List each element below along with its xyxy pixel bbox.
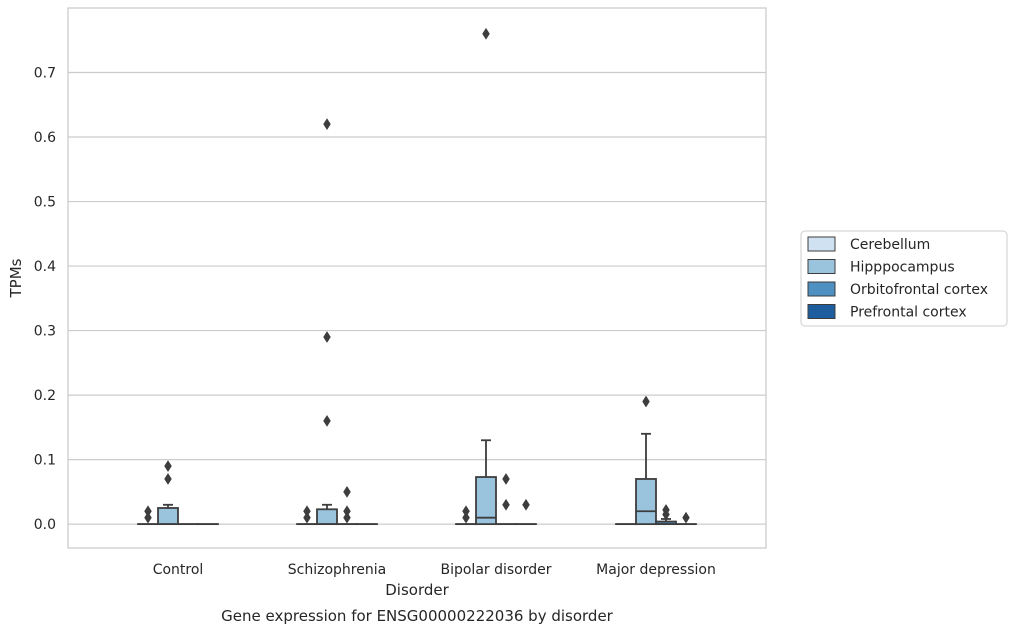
outlier-point [164,460,172,473]
x-tick-labels: Control Schizophrenia Bipolar disorder Majo… [153,562,716,578]
outlier-point [303,505,311,518]
box [475,476,497,526]
y-tick-label: 0.3 [34,324,56,340]
plot-frame [67,7,767,549]
outlier-point [164,473,172,485]
legend-swatch [807,281,836,297]
y-tick-label: 0.6 [34,130,56,146]
box [635,478,657,526]
box [157,507,179,526]
legend-frame [800,230,1008,327]
outlier-point [323,118,331,131]
outlier-point [144,511,152,524]
x-tick-label: Schizophrenia [288,562,386,578]
box [316,508,338,526]
legend-label: Hipppocampus [850,260,955,276]
outlier-point [502,498,510,511]
legend-swatch [807,236,836,252]
outlier-point [323,414,331,427]
legend-swatch [807,259,836,274]
legend-swatch [807,304,836,319]
series-orbitofrontal-cortex [177,473,677,526]
y-tick-label: 0.1 [34,453,56,469]
outlier-point [502,473,510,485]
box-plot-marks [137,27,697,526]
outlier-point [343,485,351,498]
y-tick-labels: 0.0 0.1 0.2 0.3 0.4 0.5 0.6 0.7 [34,66,56,534]
outlier-point [642,395,650,408]
y-axis-title: TPMs [7,258,25,298]
outlier-point [462,505,470,518]
grid-lines [68,71,766,525]
y-tick-label: 0.2 [34,388,56,404]
outlier-point [303,511,311,524]
figure-caption: Gene expression for ENSG00000222036 by d… [221,607,614,625]
y-tick-label: 0.0 [34,517,56,533]
outlier-point [343,511,351,524]
y-tick-label: 0.7 [34,66,56,82]
legend-label: Orbitofrontal cortex [850,282,988,298]
x-tick-label: Major depression [596,562,716,578]
outlier-point [662,503,670,516]
series-cerebellum [137,505,637,526]
x-axis-title: Disorder [385,581,449,599]
outlier-point [522,498,530,511]
y-tick-label: 0.4 [34,259,56,275]
y-tick-label: 0.5 [34,195,56,211]
x-tick-label: Bipolar disorder [440,562,551,578]
series-prefrontal-cortex [197,498,697,526]
outlier-point [343,505,351,518]
legend-label: Prefrontal cortex [850,305,967,321]
outlier-point [482,27,490,40]
x-tick-label: Control [153,562,204,578]
legend: Cerebellum Hipppocampus Orbitofrontal cort… [800,230,1008,327]
outlier-point [682,511,690,524]
outlier-point [144,505,152,518]
outlier-point [462,511,470,524]
outlier-point [323,331,331,343]
legend-label: Cerebellum [850,237,930,253]
series-hipppocampus [157,27,657,526]
